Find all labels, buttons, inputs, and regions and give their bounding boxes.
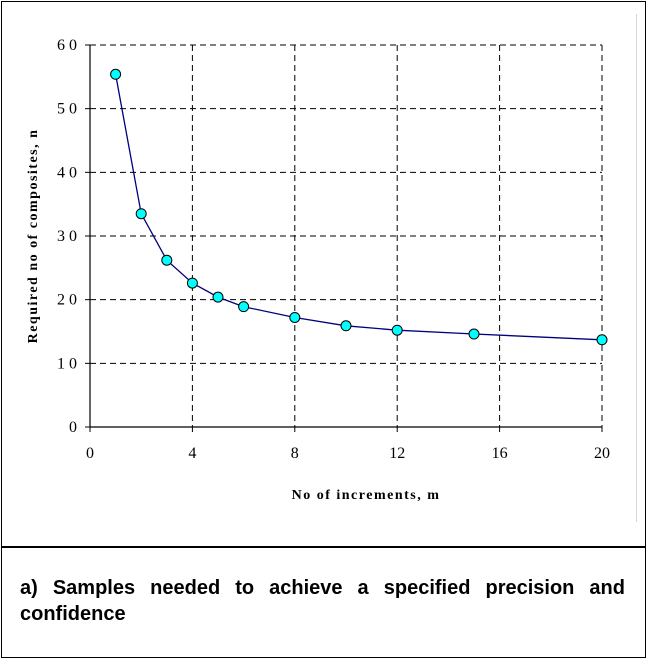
x-tick-labels: 0 4 8 12 16 20 xyxy=(86,445,610,462)
data-point xyxy=(468,328,480,340)
x-tick-label: 8 xyxy=(291,445,299,462)
chart-right-edge-line xyxy=(636,14,637,522)
y-tick-label: 3 0 xyxy=(57,228,77,245)
data-point xyxy=(391,324,403,336)
data-point xyxy=(212,291,224,303)
data-point xyxy=(161,254,173,266)
axes xyxy=(85,44,603,432)
data-point xyxy=(340,320,352,332)
line-chart: 0 4 8 12 16 20 0 1 0 2 0 3 0 4 0 5 0 6 0 No of incr… xyxy=(26,37,610,503)
data-point xyxy=(289,311,301,323)
y-tick-label: 1 0 xyxy=(57,355,77,372)
data-point xyxy=(135,208,147,220)
y-tick-label: 5 0 xyxy=(57,101,77,118)
series-line xyxy=(114,74,603,341)
x-tick-label: 4 xyxy=(188,445,196,462)
data-point xyxy=(596,334,608,346)
x-tick-label: 0 xyxy=(86,445,94,462)
y-axis-title: Required no of composites, n xyxy=(26,129,41,344)
y-tick-labels: 0 1 0 2 0 3 0 4 0 5 0 6 0 xyxy=(57,37,77,436)
y-tick-label: 0 xyxy=(69,419,77,436)
y-tick-label: 2 0 xyxy=(57,292,77,309)
x-tick-label: 12 xyxy=(389,445,405,462)
figure-caption: a) Samples needed to achieve a specified… xyxy=(20,577,625,625)
data-points xyxy=(110,68,608,346)
grid-lines xyxy=(90,44,603,427)
x-tick-label: 20 xyxy=(594,445,610,462)
data-point xyxy=(238,301,250,313)
x-tick-label: 16 xyxy=(492,445,508,462)
y-tick-label: 6 0 xyxy=(57,37,77,54)
data-point xyxy=(110,68,122,80)
x-axis-title: No of increments, m xyxy=(292,488,441,503)
caption-divider xyxy=(1,546,646,548)
data-point xyxy=(186,277,198,289)
y-tick-label: 4 0 xyxy=(57,164,77,181)
